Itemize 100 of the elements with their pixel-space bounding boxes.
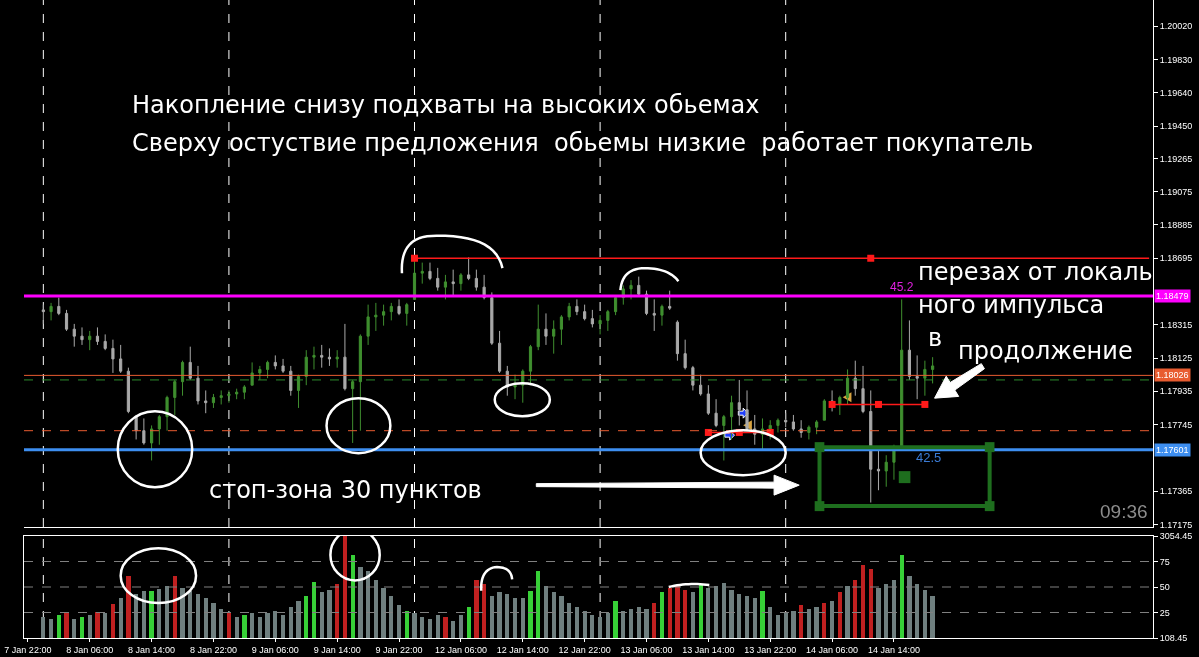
candlestick	[552, 319, 556, 355]
candlestick	[64, 309, 69, 332]
annotation: 42.5	[916, 450, 942, 465]
point	[874, 400, 882, 408]
candlestick	[907, 319, 911, 381]
candlestick	[876, 449, 881, 491]
x-tick-label: 12 Jan 14:00	[496, 644, 549, 655]
point	[828, 400, 836, 408]
candlestick	[467, 256, 471, 281]
candlestick	[72, 323, 76, 348]
x-tick-label: 7 Jan 22:00	[4, 644, 52, 655]
candlestick	[180, 360, 185, 397]
x-tick-label: 8 Jan 06:00	[66, 644, 114, 655]
candlestick	[459, 272, 463, 292]
point	[704, 428, 712, 436]
candlestick	[822, 398, 826, 421]
candlestick	[583, 304, 587, 321]
candlestick	[119, 344, 123, 374]
candlestick	[150, 424, 154, 461]
ref-line-label: 1.18026	[1156, 370, 1189, 380]
candlestick	[335, 349, 339, 369]
candlestick	[931, 356, 935, 384]
candlestick	[382, 304, 386, 327]
candlestick	[95, 326, 100, 346]
y-tick-label: 1.20020	[1159, 21, 1193, 32]
annotation: ного импульса	[918, 291, 1105, 319]
candlestick	[706, 384, 710, 416]
candlestick	[289, 365, 293, 397]
candlestick	[320, 344, 324, 369]
y-tick-label: 1.19830	[1159, 54, 1193, 65]
candlestick	[637, 276, 641, 297]
y-tick-label: 1.18125	[1159, 353, 1193, 364]
candlestick	[861, 365, 865, 414]
candlestick	[544, 312, 548, 346]
candlestick	[428, 262, 432, 281]
x-tick-label: 14 Jan 14:00	[867, 644, 920, 655]
candlestick	[443, 274, 448, 300]
candlestick	[668, 290, 672, 311]
candlestick	[869, 389, 873, 503]
candlestick	[343, 323, 347, 391]
candlestick	[374, 302, 378, 332]
candlestick	[807, 424, 811, 440]
y-tick-label: 1.17365	[1159, 486, 1193, 497]
y-tick-label: 1.18885	[1159, 220, 1193, 231]
y-tick-label: 1.17175	[1159, 519, 1193, 530]
candlestick	[80, 326, 84, 346]
y-tick-label: 1.17745	[1159, 419, 1193, 430]
candlestick	[853, 360, 857, 397]
candlestick	[235, 388, 239, 400]
candlestick	[188, 346, 192, 381]
candlestick	[675, 319, 680, 362]
y-tick-label: 3054.45	[1159, 531, 1193, 542]
candlestick	[126, 367, 130, 414]
ref-line-label: 1.18479	[1156, 291, 1189, 301]
candlestick	[405, 302, 409, 327]
annotation: перезах от локаль	[918, 258, 1153, 286]
candlestick	[660, 304, 664, 327]
annotation: в	[928, 324, 943, 352]
x-tick-label: 13 Jan 06:00	[620, 644, 673, 655]
point	[411, 254, 419, 262]
candlestick	[103, 333, 107, 351]
candlestick	[490, 291, 494, 346]
candlestick	[652, 298, 656, 332]
candlestick	[397, 298, 401, 316]
y-tick-label: 1.19640	[1159, 87, 1193, 98]
x-tick-label: 12 Jan 06:00	[434, 644, 487, 655]
candlestick	[745, 389, 749, 432]
candlestick	[791, 414, 795, 432]
candlestick	[173, 379, 177, 416]
candlestick	[613, 295, 618, 316]
candlestick	[196, 365, 200, 405]
x-tick-label: 9 Jan 22:00	[375, 644, 423, 655]
annotation: 45.2	[890, 280, 914, 294]
candlestick	[722, 414, 726, 461]
candlestick	[737, 379, 741, 426]
y-tick-label: 1.18695	[1159, 253, 1193, 264]
x-tick-label: 14 Jan 06:00	[806, 644, 859, 655]
candlestick	[884, 454, 888, 488]
candlestick	[714, 398, 718, 428]
annotation: Накопление снизу подхваты на высоких обьемах	[132, 91, 760, 119]
candlestick	[915, 354, 919, 400]
y-tick-label: 1.19265	[1159, 153, 1193, 164]
candlestick	[699, 374, 703, 397]
candlestick	[281, 358, 285, 374]
candlestick	[242, 384, 246, 400]
x-tick-label: 8 Jan 14:00	[128, 644, 176, 655]
candlestick	[327, 347, 332, 367]
candlestick	[57, 297, 61, 316]
candlestick	[590, 309, 594, 328]
candlestick	[88, 330, 92, 351]
candlestick	[474, 269, 478, 292]
candlestick	[204, 389, 208, 414]
candlestick	[296, 374, 301, 409]
candlestick	[312, 346, 316, 370]
candlestick	[559, 314, 564, 346]
y2-tick-label: 25	[1159, 607, 1170, 618]
candlestick	[142, 417, 146, 446]
candlestick	[366, 304, 370, 346]
candlestick	[219, 389, 223, 405]
y2-tick-label: 75	[1159, 556, 1170, 567]
